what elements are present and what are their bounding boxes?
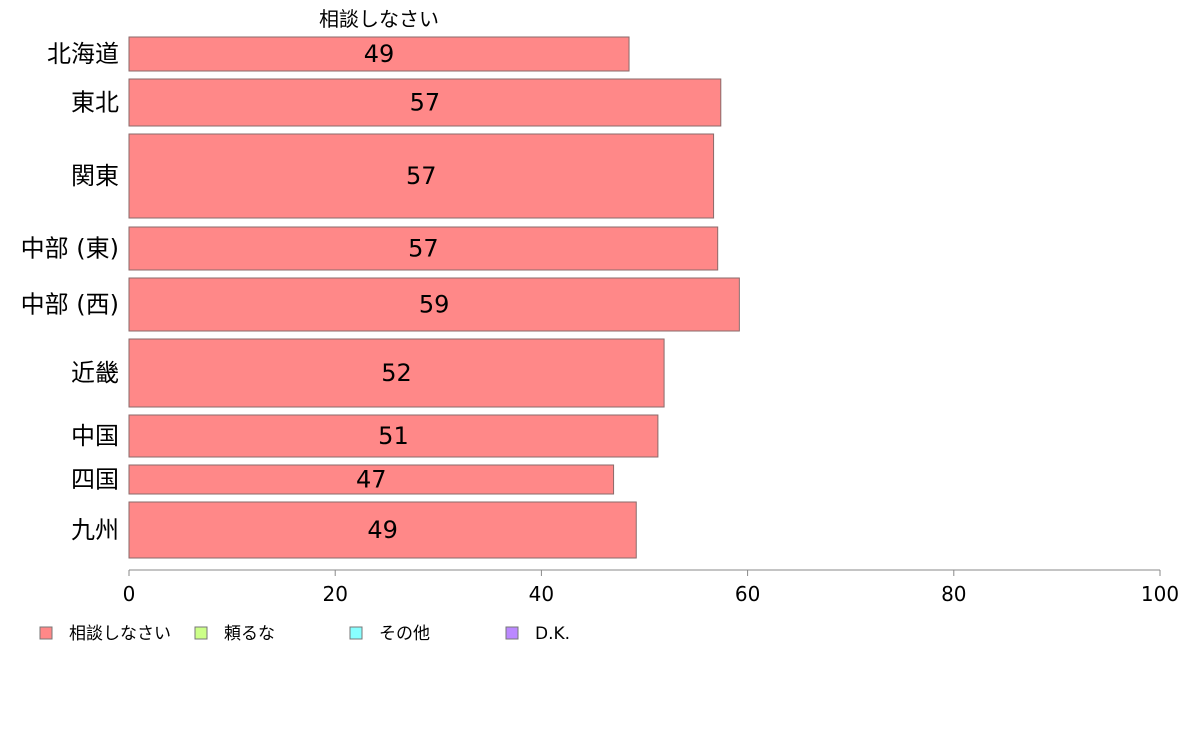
legend-label: その他 — [379, 624, 430, 644]
value-label: 57 — [410, 89, 441, 117]
bar-7 — [128, 414, 659, 458]
category-label: 四国 — [71, 466, 119, 494]
legend-swatch — [194, 626, 208, 640]
x-tick-label: 100 — [1141, 582, 1179, 606]
bar-4 — [128, 226, 719, 271]
category-label: 九州 — [71, 516, 119, 544]
legend-label: 相談しなさい — [69, 624, 171, 644]
bar-3 — [128, 133, 715, 219]
value-label: 51 — [378, 422, 409, 450]
category-label: 近畿 — [71, 359, 119, 387]
legend-swatch — [39, 626, 53, 640]
x-tick-label: 20 — [322, 582, 347, 606]
category-label: 中部 (西) — [21, 291, 119, 319]
value-labels: 49 57 57 57 59 52 51 47 49 — [356, 40, 449, 544]
value-label: 52 — [381, 359, 412, 387]
x-tick-label: 0 — [123, 582, 136, 606]
bar-6 — [128, 338, 665, 408]
value-label: 57 — [406, 162, 437, 190]
x-axis: 0 20 40 60 80 100 — [123, 569, 1179, 606]
bar-1 — [128, 36, 630, 72]
value-label: 49 — [364, 40, 395, 68]
value-label: 47 — [356, 466, 387, 494]
bar-8 — [128, 464, 615, 495]
bar-2 — [128, 78, 722, 127]
legend-swatch — [349, 626, 363, 640]
x-tick-label: 60 — [735, 582, 760, 606]
bar-9 — [128, 501, 637, 559]
category-label: 東北 — [71, 89, 119, 117]
value-label: 59 — [419, 291, 450, 319]
value-label: 57 — [408, 235, 439, 263]
x-tick-label: 40 — [529, 582, 554, 606]
x-tick-label: 80 — [941, 582, 966, 606]
category-label: 関東 — [71, 162, 119, 190]
legend-swatch — [505, 626, 519, 640]
legend: 相談しなさい 頼るな その他 D.K. — [39, 624, 570, 644]
category-label: 中部 (東) — [21, 235, 119, 263]
series-title: 相談しなさい — [319, 7, 439, 31]
legend-label: 頼るな — [224, 624, 275, 644]
bars-group — [128, 36, 740, 559]
legend-label: D.K. — [535, 624, 570, 644]
category-label: 北海道 — [47, 40, 119, 68]
value-label: 49 — [367, 516, 398, 544]
category-label: 中国 — [71, 422, 119, 450]
bar-5 — [128, 277, 740, 332]
